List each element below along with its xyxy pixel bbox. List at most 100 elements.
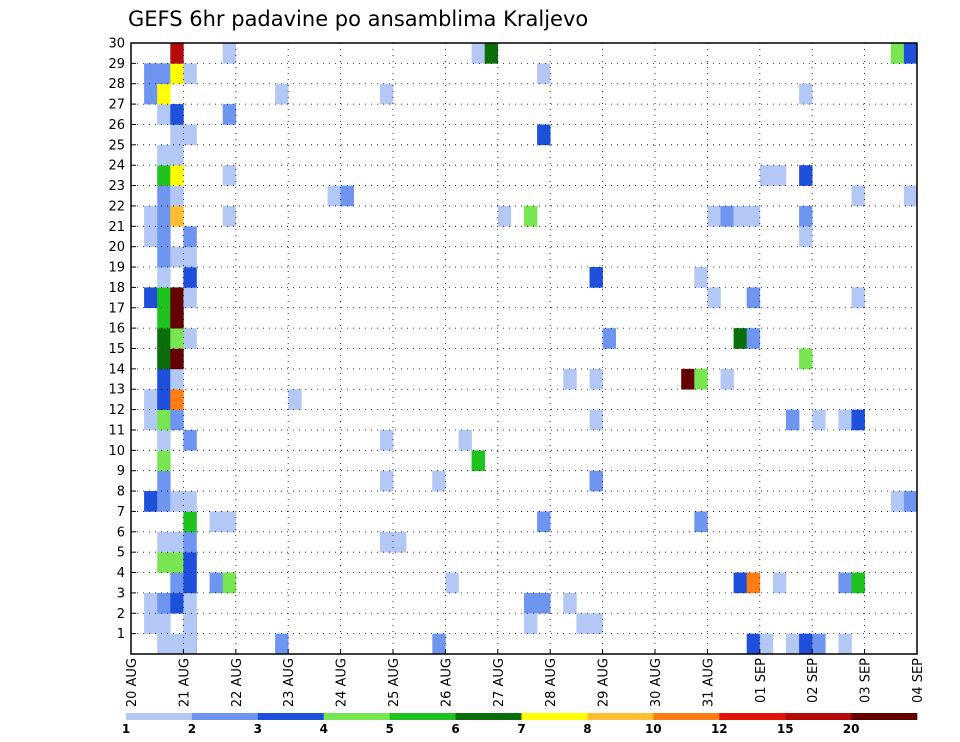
chart-title: GEFS 6hr padavine po ansamblima Kraljevo (128, 7, 588, 31)
heatmap-cell (851, 572, 865, 594)
heatmap-cell (563, 592, 577, 614)
heatmap-cell (170, 633, 184, 655)
colorbar-swatch (785, 713, 852, 720)
heatmap-cell (838, 572, 852, 594)
heatmap-cell (275, 633, 289, 655)
colorbar-label: 8 (583, 722, 591, 736)
heatmap-cell (524, 592, 538, 614)
colorbar-label: 7 (517, 722, 525, 736)
heatmap-cell (602, 328, 616, 349)
heatmap-cell (209, 572, 223, 594)
heatmap-cell (720, 368, 734, 390)
heatmap-cell (733, 328, 747, 349)
heatmap-cell (537, 124, 551, 146)
heatmap-cell (733, 205, 747, 227)
heatmap-cell (144, 491, 158, 512)
colorbar-label: 15 (777, 722, 794, 736)
x-tick-label: 21 AUG (177, 658, 192, 707)
heatmap-cell (157, 348, 171, 370)
x-tick-label: 02 SEP (806, 658, 821, 703)
heatmap-cell (157, 450, 171, 471)
x-tick-label: 31 AUG (701, 658, 716, 707)
heatmap-cell (471, 43, 485, 64)
heatmap-cell (812, 409, 826, 431)
heatmap-cell (157, 613, 171, 634)
colorbar-swatch (587, 713, 654, 720)
y-tick-label: 23 (108, 179, 125, 194)
y-tick-label: 29 (108, 57, 125, 72)
heatmap-cell (838, 409, 852, 431)
heatmap-cell (170, 287, 184, 309)
heatmap-cell (157, 429, 171, 451)
heatmap-cell (733, 572, 747, 594)
heatmap-cell (157, 531, 171, 553)
heatmap-cell (393, 531, 407, 553)
heatmap-cell (432, 470, 446, 492)
heatmap-cell (275, 83, 289, 105)
heatmap-cell (170, 124, 184, 146)
y-tick-label: 21 (108, 220, 125, 235)
colorbar-label: 2 (188, 722, 196, 736)
heatmap-cell (144, 592, 158, 614)
y-tick-label: 8 (117, 485, 125, 500)
heatmap-cell (144, 63, 158, 85)
colorbar-swatch (455, 713, 522, 720)
heatmap-cell (903, 43, 918, 64)
heatmap-cell (340, 185, 354, 207)
heatmap-cell (144, 409, 158, 431)
colorbar-label: 10 (645, 722, 662, 736)
heatmap-cell (445, 572, 459, 594)
heatmap-cell (144, 83, 158, 105)
heatmap-cell (183, 226, 197, 247)
heatmap-cell (720, 205, 734, 227)
y-tick-label: 16 (108, 322, 125, 337)
heatmap-cell (170, 185, 184, 207)
gridlines (131, 43, 917, 654)
colorbar-swatch (851, 713, 918, 720)
heatmap-cell (157, 226, 171, 247)
heatmap-cell (890, 491, 905, 512)
heatmap-cell (851, 185, 865, 207)
heatmap-cell (183, 572, 197, 594)
heatmap-cell (746, 572, 761, 594)
heatmap-cell (157, 409, 171, 431)
heatmap-cell (170, 43, 184, 64)
heatmap-cell (157, 633, 171, 655)
heatmap-cell (144, 205, 158, 227)
y-tick-label: 4 (117, 566, 125, 581)
heatmap-cell (157, 470, 171, 492)
heatmap-cell (838, 633, 852, 655)
x-tick-label: 24 AUG (335, 658, 350, 707)
x-tick-label: 22 AUG (230, 658, 245, 707)
heatmap-cell (157, 144, 171, 166)
colorbar-label: 4 (320, 722, 328, 736)
y-tick-label: 14 (108, 362, 125, 377)
heatmap-cell (183, 124, 197, 146)
y-tick-label: 11 (108, 423, 125, 438)
y-tick-label: 17 (108, 301, 125, 316)
heatmap-cell (183, 511, 197, 533)
y-tick-label: 1 (117, 627, 125, 642)
heatmap-cell (157, 307, 171, 329)
x-tick-label: 04 SEP (911, 658, 926, 703)
heatmap-cell (379, 83, 394, 105)
x-tick-label: 26 AUG (439, 658, 454, 707)
heatmap-cell (183, 552, 197, 573)
heatmap-cell (157, 104, 171, 125)
y-tick-label: 15 (108, 342, 125, 357)
colorbar-label: 1 (122, 722, 130, 736)
heatmap-cell (379, 470, 394, 492)
heatmap-cells (144, 43, 918, 655)
heatmap-cell (589, 613, 603, 634)
heatmap-cell (851, 287, 865, 309)
heatmap-cell (222, 165, 237, 186)
heatmap-cell (157, 491, 171, 512)
heatmap-cell (183, 491, 197, 512)
heatmap-cell (170, 144, 184, 166)
heatmap-cell (786, 633, 800, 655)
heatmap-cell (183, 246, 197, 268)
heatmap-cell (458, 429, 472, 451)
heatmap-cell (799, 165, 813, 186)
heatmap-cell (799, 633, 813, 655)
heatmap-cell (772, 572, 787, 594)
